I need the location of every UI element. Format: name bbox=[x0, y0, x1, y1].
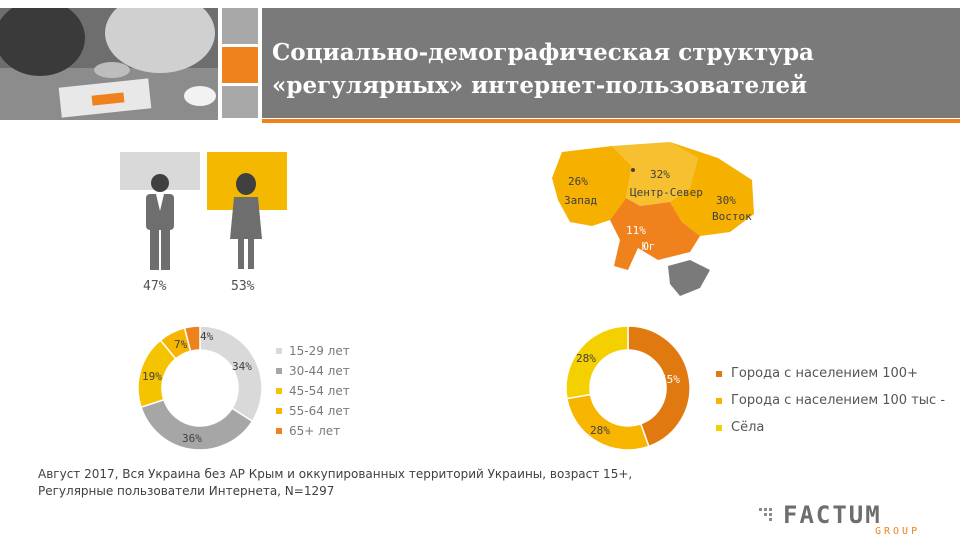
age-legend-item: 65+ лет bbox=[276, 424, 340, 438]
settlement-legend-item: Города с населением 100+ bbox=[716, 366, 918, 381]
settlement-slice-2 bbox=[565, 325, 629, 400]
region-south-pct: 11% bbox=[626, 224, 646, 237]
map-labels: 26% Запад 32% Центр-Север 30% Восток 11%… bbox=[564, 168, 752, 253]
region-east-name: Восток bbox=[712, 210, 752, 223]
legend-swatch bbox=[716, 424, 722, 431]
map-crimea bbox=[668, 260, 710, 296]
map-region-center-north bbox=[612, 142, 698, 206]
map-region-south bbox=[610, 198, 700, 270]
region-south-name: Юг bbox=[642, 240, 655, 253]
settle-label-28a: 28% bbox=[590, 424, 610, 437]
map-region-west bbox=[552, 146, 632, 226]
region-center-name: Центр-Север bbox=[630, 186, 703, 199]
age-label-34: 34% bbox=[232, 360, 252, 373]
footnote-line-1: Август 2017, Вся Украина без АР Крым и о… bbox=[38, 467, 633, 481]
settlement-legend-item: Сёла bbox=[716, 420, 764, 435]
settlement-donut-labels: 45% 28% 28% bbox=[576, 352, 680, 437]
legend-swatch bbox=[276, 428, 282, 434]
decor-square bbox=[222, 86, 258, 118]
settle-label-28b: 28% bbox=[576, 352, 596, 365]
age-slice-4 bbox=[183, 325, 201, 353]
age-legend-item: 45-54 лет bbox=[276, 384, 350, 398]
page-title: Социально-демографическая структура «рег… bbox=[272, 36, 952, 102]
decor-square bbox=[222, 8, 258, 44]
settlement-legend-item: Города с населением 100 тыс - bbox=[716, 393, 945, 408]
legend-swatch bbox=[276, 368, 282, 374]
title-panel bbox=[262, 8, 960, 118]
age-label-19: 19% bbox=[142, 370, 162, 383]
legend-swatch bbox=[276, 388, 282, 394]
male-percent: 47% bbox=[143, 279, 167, 294]
age-donut-chart bbox=[137, 325, 263, 451]
title-line-1: Социально-демографическая структура bbox=[272, 39, 814, 66]
logo-sub: GROUP bbox=[875, 526, 920, 536]
decor-square-orange bbox=[222, 47, 258, 83]
male-person-icon bbox=[140, 173, 180, 277]
settlement-donut-chart bbox=[565, 325, 691, 451]
footnote-line-2: Регулярные пользователи Интернета, N=129… bbox=[38, 484, 335, 498]
age-label-7: 7% bbox=[174, 338, 188, 351]
title-underline bbox=[262, 119, 960, 123]
region-west-pct: 26% bbox=[568, 175, 588, 188]
factum-logo: FACTUM GROUP bbox=[757, 500, 947, 537]
settle-label-45: 45% bbox=[660, 373, 680, 386]
map-region-east bbox=[670, 142, 754, 236]
legend-swatch bbox=[276, 348, 282, 354]
age-legend-item: 55-64 лет bbox=[276, 404, 350, 418]
region-east-pct: 30% bbox=[716, 194, 736, 207]
photo-people-icon bbox=[0, 8, 218, 120]
female-person-icon bbox=[226, 173, 266, 277]
age-slice-1 bbox=[140, 398, 254, 451]
age-slice-0 bbox=[199, 325, 263, 423]
footnote: Август 2017, Вся Украина без АР Крым и о… bbox=[38, 466, 718, 500]
age-label-36: 36% bbox=[182, 432, 202, 445]
legend-swatch bbox=[716, 397, 722, 404]
age-legend-item: 30-44 лет bbox=[276, 364, 350, 378]
legend-swatch bbox=[716, 370, 722, 377]
region-west-name: Запад bbox=[564, 194, 597, 207]
region-center-pct: 32% bbox=[650, 168, 670, 181]
age-legend-item: 15-29 лет bbox=[276, 344, 350, 358]
age-donut-labels: 34% 36% 19% 7% 4% bbox=[142, 330, 252, 445]
logo-word: FACTUM bbox=[783, 501, 882, 529]
legend-swatch bbox=[276, 408, 282, 414]
settlement-slice-0 bbox=[627, 325, 691, 448]
age-label-4: 4% bbox=[200, 330, 214, 343]
title-line-2: «регулярных» интернет-пользователей bbox=[272, 72, 808, 99]
female-percent: 53% bbox=[231, 279, 255, 294]
ukraine-map bbox=[540, 140, 765, 304]
